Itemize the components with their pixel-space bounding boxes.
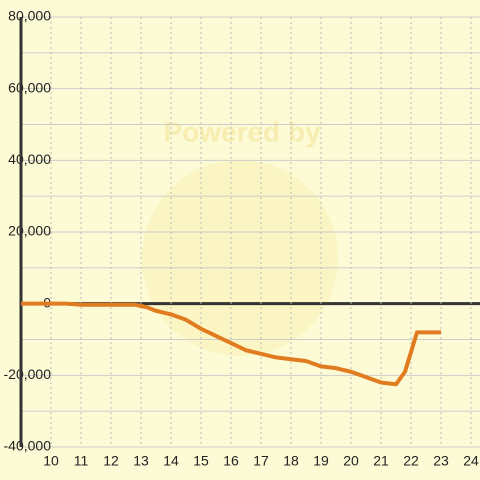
x-tick-label: 16 xyxy=(223,453,239,469)
x-tick-label: 14 xyxy=(163,453,179,469)
y-tick-label: 20,000 xyxy=(8,223,51,239)
x-tick-label: 12 xyxy=(103,453,119,469)
y-tick-label: -40,000 xyxy=(4,438,52,454)
y-tick-label: 80,000 xyxy=(8,8,51,24)
x-tick-label: 19 xyxy=(313,453,329,469)
x-tick-label: 23 xyxy=(433,453,449,469)
y-tick-label: 40,000 xyxy=(8,151,51,167)
y-tick-label: 60,000 xyxy=(8,79,51,95)
watermark-logo xyxy=(142,160,338,356)
x-tick-label: 18 xyxy=(283,453,299,469)
x-tick-label: 21 xyxy=(373,453,389,469)
y-tick-label: -20,000 xyxy=(4,366,52,382)
x-tick-label: 10 xyxy=(43,453,59,469)
watermark: Powered by xyxy=(163,116,321,147)
x-tick-label: 20 xyxy=(343,453,359,469)
x-tick-label: 17 xyxy=(253,453,269,469)
x-tick-label: 24 xyxy=(463,453,479,469)
x-tick-label: 15 xyxy=(193,453,209,469)
x-tick-label: 22 xyxy=(403,453,419,469)
x-tick-label: 13 xyxy=(133,453,149,469)
x-tick-label: 11 xyxy=(74,453,89,469)
data-line xyxy=(21,301,441,387)
